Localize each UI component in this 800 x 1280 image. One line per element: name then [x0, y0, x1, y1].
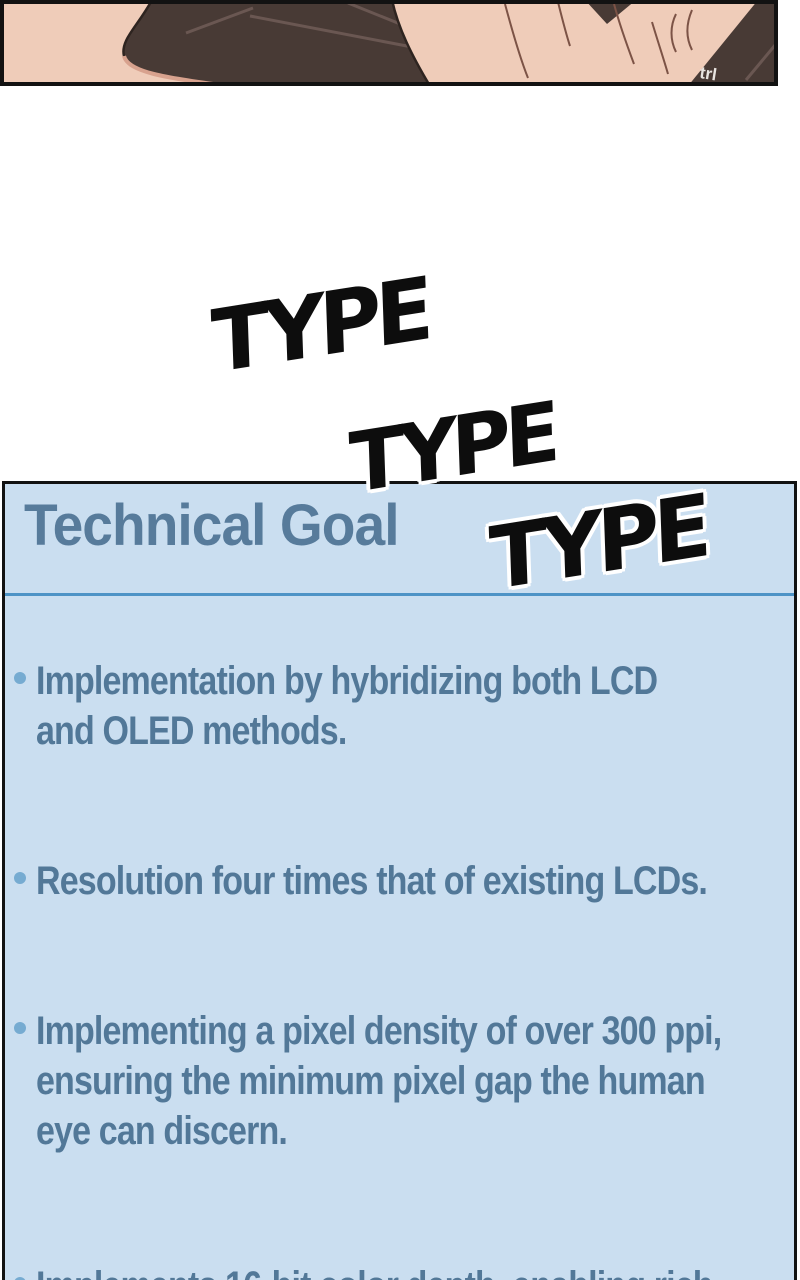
panel-border: [0, 0, 778, 86]
bullet-dot-icon: [14, 872, 26, 884]
slide-title: Technical Goal: [24, 493, 400, 558]
slide-title-divider: [5, 593, 794, 596]
bullet-item: Implementing a pixel density of over 300…: [14, 1006, 794, 1156]
sfx-type-1: TYPE: [209, 258, 430, 394]
bullet-text: Implements 16-bit color depth, enabling …: [36, 1261, 800, 1280]
bullet-dot-icon: [14, 1277, 26, 1280]
bullet-dot-icon: [14, 672, 26, 684]
finger-gap: [585, 0, 636, 24]
bullet-text: Resolution four times that of existing L…: [36, 859, 708, 903]
hand-line-details: [504, 1, 693, 79]
ctrl-key-label: trl: [698, 63, 718, 84]
bullet-item: Implementation by hybridizing both LCD a…: [14, 656, 794, 756]
hand-outline: [390, 0, 432, 86]
forearm: [0, 0, 228, 86]
bullet-item: Implements 16-bit color depth, enabling …: [14, 1261, 794, 1280]
bullet-text: Implementing a pixel density of over 300…: [36, 1009, 722, 1153]
keyboard-hands-drawing: trl: [0, 0, 778, 86]
presentation-slide: Technical Goal Implementation by hybridi…: [2, 481, 797, 1280]
bullet-text: Implementation by hybridizing both LCD a…: [36, 659, 658, 753]
bullet-list: Implementation by hybridizing both LCD a…: [14, 656, 794, 1280]
hand: [392, 0, 758, 86]
comic-panel-illustration: trl: [0, 0, 778, 86]
bullet-dot-icon: [14, 1022, 26, 1034]
forearm-outline: [122, 0, 154, 57]
bullet-item: Resolution four times that of existing L…: [14, 856, 794, 906]
